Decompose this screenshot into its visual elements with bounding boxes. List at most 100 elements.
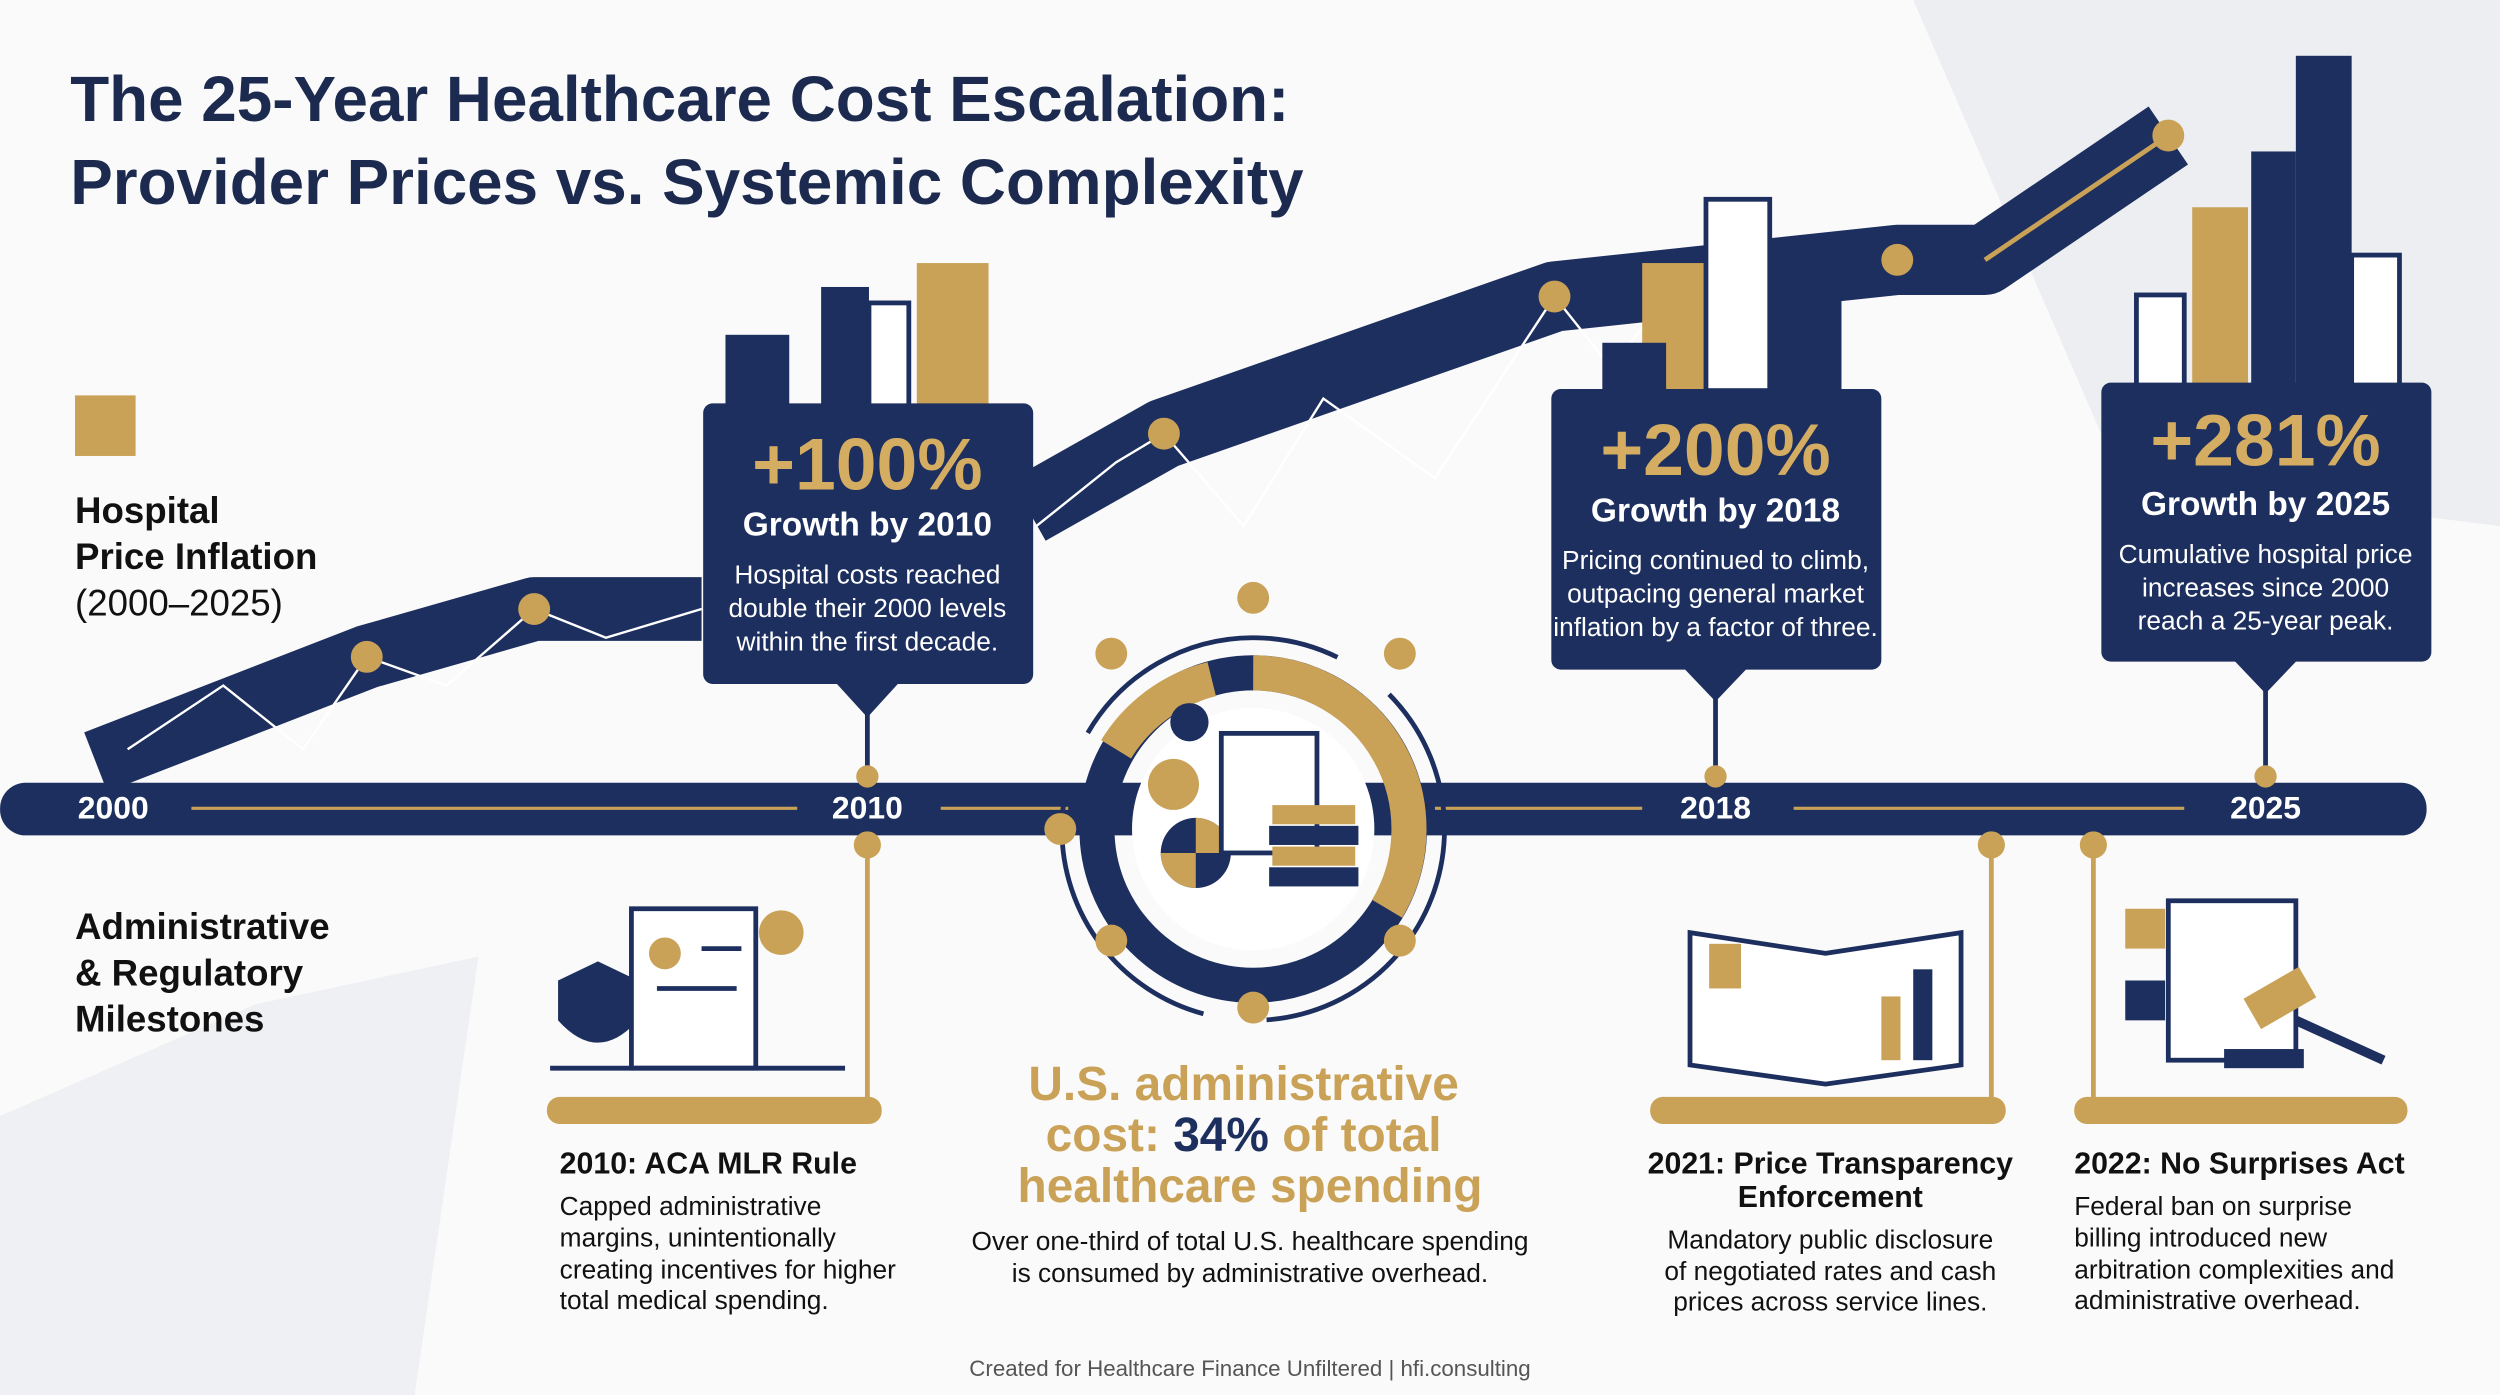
decor-rect xyxy=(2243,966,2317,1030)
year-label: 2000 xyxy=(78,789,149,825)
decor-polyline xyxy=(1983,133,2170,262)
callout-text: double their 2000 levels xyxy=(728,593,1006,623)
decor-circle xyxy=(1237,991,1270,1024)
decor-path xyxy=(1160,852,1196,889)
decor-line xyxy=(2293,1015,2386,1065)
decor-circle xyxy=(1095,924,1128,957)
decor-circle xyxy=(2079,831,2107,859)
headline-part: of total xyxy=(1282,1109,1441,1162)
decor-path xyxy=(558,961,638,1043)
callout-text: reach a 25-year peak. xyxy=(2138,606,2394,636)
title-line: Provider Prices vs. Systemic Complexity xyxy=(70,146,1304,218)
decor-rect xyxy=(703,403,1034,684)
headline-part: cost: xyxy=(1046,1109,1160,1162)
decor-rect xyxy=(2125,908,2166,949)
decor-circle xyxy=(856,765,879,788)
decor-rect xyxy=(1269,825,1359,845)
callout: +200% Growth by 2018 Pricing continued t… xyxy=(1551,389,1882,788)
milestone-text: creating incentives for higher xyxy=(560,1255,896,1285)
decor-rect xyxy=(2074,1096,2408,1124)
milestone-title: 2021: Price Transparency xyxy=(1648,1147,2013,1180)
callout-text: increases since 2000 xyxy=(2142,572,2389,602)
milestone-text: of negotiated rates and cash xyxy=(1664,1256,1996,1286)
decor-path xyxy=(1101,662,1217,759)
milestone-text: prices across service lines. xyxy=(1673,1287,1987,1317)
legend-text: Milestones xyxy=(75,999,264,1040)
decor-circle xyxy=(648,937,681,970)
decor-circle xyxy=(1147,417,1180,450)
decor-circle xyxy=(1170,703,1209,742)
decor-circle xyxy=(1704,765,1727,788)
callout-value: +200% xyxy=(1600,409,1830,491)
buildings xyxy=(725,55,2402,409)
decor-circle xyxy=(2152,119,2185,152)
center-text: Over one-third of total U.S. healthcare … xyxy=(972,1226,1529,1256)
decor-circle xyxy=(1383,637,1416,670)
decor-circle xyxy=(1147,758,1199,810)
decor-rect xyxy=(1913,969,1933,1061)
callout-text: Pricing continued to climb, xyxy=(1562,545,1869,575)
decor-rect xyxy=(2125,980,2166,1021)
decor-rect xyxy=(2192,207,2249,388)
callout: +100% Growth by 2010 Hospital costs reac… xyxy=(703,403,1034,788)
center-emblem xyxy=(1044,581,1447,1024)
decor-rect xyxy=(1269,867,1359,887)
decor-circle xyxy=(2254,765,2277,788)
decor-circle xyxy=(1538,280,1571,313)
callout-label: Growth by 2010 xyxy=(743,507,992,544)
milestone-text: arbitration complexities and xyxy=(2074,1255,2394,1285)
decor-rect xyxy=(1881,996,1901,1061)
decor-rect xyxy=(2224,1049,2304,1069)
callout-text: inflation by a factor of three. xyxy=(1553,612,1878,642)
decor-circle xyxy=(1095,637,1128,670)
callout-text: within the first decade. xyxy=(736,626,999,656)
footer: Created for Healthcare Finance Unfiltere… xyxy=(969,1356,1530,1381)
legend-swatch xyxy=(75,395,136,456)
year-label: 2018 xyxy=(1680,789,1751,825)
center-headline: healthcare spending xyxy=(1018,1160,1483,1213)
callout-value: +281% xyxy=(2150,400,2380,482)
callout-label: Growth by 2025 xyxy=(2141,486,2390,523)
decor-rect xyxy=(2295,55,2352,388)
decor-polygon xyxy=(2233,660,2298,694)
milestone-title: 2010: ACA MLR Rule xyxy=(560,1147,857,1180)
legend-text: Hospital xyxy=(75,490,220,531)
decor-rect xyxy=(1769,263,1842,391)
decor-circle xyxy=(853,831,881,859)
decor-rect xyxy=(1272,846,1356,866)
legend-text: Price Inflation xyxy=(75,536,317,577)
decor-polyline xyxy=(84,577,702,792)
decor-circle xyxy=(758,910,804,955)
decor-polygon xyxy=(835,682,900,718)
decor-rect xyxy=(821,286,869,407)
decor-rect xyxy=(1650,1096,2006,1124)
callout-label: Growth by 2018 xyxy=(1591,492,1840,529)
decor-circle xyxy=(1383,924,1416,957)
decor-circle xyxy=(350,640,383,673)
callout-value: +100% xyxy=(752,423,982,505)
decor-circle xyxy=(518,593,551,625)
center-text: is consumed by administrative overhead. xyxy=(1012,1258,1489,1288)
decor-polygon xyxy=(1683,668,1748,702)
title-line: The 25-Year Healthcare Cost Escalation: xyxy=(70,63,1289,135)
milestone-text: margins, unintentionally xyxy=(560,1223,837,1253)
decor-circle xyxy=(1044,813,1077,845)
decor-polyline xyxy=(1035,270,1691,529)
decor-rect xyxy=(1272,805,1356,825)
decor-path xyxy=(1252,655,1427,918)
milestone-text: Mandatory public disclosure xyxy=(1667,1224,1993,1254)
headline-highlight: 34% xyxy=(1173,1109,1269,1162)
decor-circle xyxy=(1237,581,1270,614)
legend-text: & Regulatory xyxy=(75,952,304,993)
milestone-connectors xyxy=(853,831,2107,1101)
decor-polyline xyxy=(126,607,702,752)
milestone-text: administrative overhead. xyxy=(2074,1285,2361,1315)
decor-rect xyxy=(1709,943,1742,989)
year-label: 2025 xyxy=(2230,789,2301,825)
legend-text: (2000–2025) xyxy=(75,582,283,623)
decor-circle xyxy=(1977,831,2005,859)
milestone-icons xyxy=(550,898,2386,1087)
decor-rect xyxy=(2349,252,2402,390)
